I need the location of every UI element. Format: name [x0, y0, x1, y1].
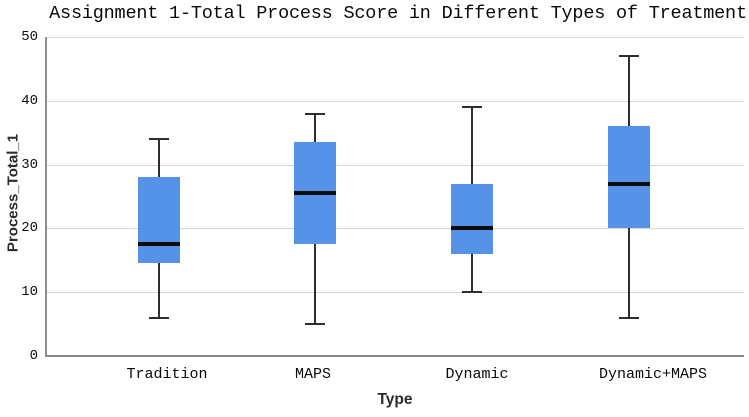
- median-line-dynamic-maps: [608, 181, 650, 186]
- whisker-cap-lower-dynamic-maps: [619, 316, 639, 319]
- whisker-cap-upper-dynamic: [462, 106, 482, 109]
- whisker-cap-upper-dynamic-maps: [619, 55, 639, 58]
- x-axis-title: Type: [377, 391, 413, 408]
- y-tick-label-10: 10: [21, 284, 38, 301]
- gridline-50: [46, 37, 744, 38]
- gridline-20: [46, 228, 744, 230]
- box-dynamic-maps: [608, 126, 650, 229]
- y-tick-label-40: 40: [21, 92, 38, 109]
- median-line-tradition: [138, 242, 180, 247]
- box-dynamic: [451, 183, 493, 254]
- whisker-cap-upper-tradition: [149, 138, 169, 141]
- median-line-maps: [294, 191, 336, 196]
- whisker-cap-lower-dynamic: [462, 291, 482, 294]
- category-label-dynamic: Dynamic: [445, 366, 509, 383]
- x-axis-line: [46, 355, 744, 357]
- category-label-tradition: Tradition: [126, 366, 208, 383]
- category-label-maps: MAPS: [294, 366, 332, 383]
- y-tick-label-20: 20: [21, 220, 38, 237]
- box-tradition: [138, 177, 180, 264]
- median-line-dynamic: [451, 226, 493, 231]
- gridline-10: [46, 292, 744, 294]
- chart-title: Assignment 1-Total Process Score in Diff…: [49, 3, 747, 24]
- whisker-cap-lower-tradition: [149, 316, 169, 319]
- y-tick-label-0: 0: [29, 348, 38, 364]
- gridline-30: [46, 164, 744, 166]
- y-tick-label-50: 50: [21, 29, 38, 45]
- y-axis-line: [45, 37, 47, 357]
- gridline-40: [46, 100, 744, 102]
- category-label-dynamic-maps: Dynamic+MAPS: [598, 366, 708, 383]
- y-tick-label-30: 30: [21, 156, 38, 173]
- whisker-cap-lower-maps: [305, 323, 325, 326]
- whisker-cap-upper-maps: [305, 112, 325, 115]
